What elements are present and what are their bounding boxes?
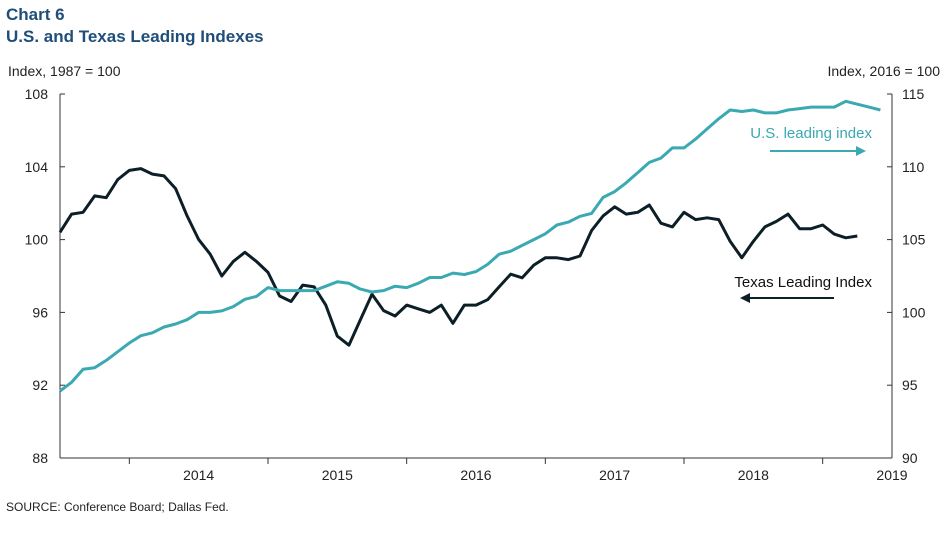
left-axis-label: Index, 1987 = 100	[8, 63, 121, 79]
right-axis-label: Index, 2016 = 100	[828, 63, 941, 79]
texas-leading-index-line	[58, 167, 858, 347]
right-tick-label: 115	[902, 86, 925, 102]
us-leading-index-line	[59, 99, 881, 393]
title-block: Chart 6 U.S. and Texas Leading Indexes	[6, 4, 264, 48]
chart-number: Chart 6	[6, 5, 65, 24]
left-tick-label: 104	[25, 159, 49, 175]
x-tick-label: 2016	[460, 467, 491, 483]
axes: 88 92 96 100 104 108 90 95 100 105 110 115 2014 2015 2…	[25, 86, 926, 483]
x-tick-label: 2019	[876, 467, 907, 483]
x-tick-label: 2017	[599, 467, 630, 483]
right-tick-label: 110	[902, 159, 925, 175]
us-series-label: U.S. leading index	[750, 125, 872, 142]
us-arrow-head	[856, 146, 866, 156]
x-tick-label: 2014	[183, 467, 214, 483]
x-tick-label: 2018	[738, 467, 769, 483]
texas-series-label: Texas Leading Index	[734, 274, 872, 291]
chart-title: U.S. and Texas Leading Indexes	[6, 27, 264, 46]
right-tick-label: 105	[902, 232, 926, 248]
right-tick-label: 95	[902, 377, 918, 393]
left-tick-label: 100	[25, 232, 49, 248]
left-tick-label: 108	[25, 86, 49, 102]
series-lines	[58, 99, 881, 393]
left-tick-label: 92	[32, 377, 48, 393]
x-tick-label: 2015	[322, 467, 353, 483]
series-annotations: Texas Leading Index U.S. leading index	[734, 125, 872, 303]
source-note: SOURCE: Conference Board; Dallas Fed.	[6, 500, 229, 514]
left-tick-label: 88	[32, 450, 48, 466]
right-tick-label: 100	[902, 304, 926, 320]
right-tick-label: 90	[902, 450, 918, 466]
texas-arrow-head	[740, 293, 750, 303]
left-tick-label: 96	[32, 304, 48, 320]
